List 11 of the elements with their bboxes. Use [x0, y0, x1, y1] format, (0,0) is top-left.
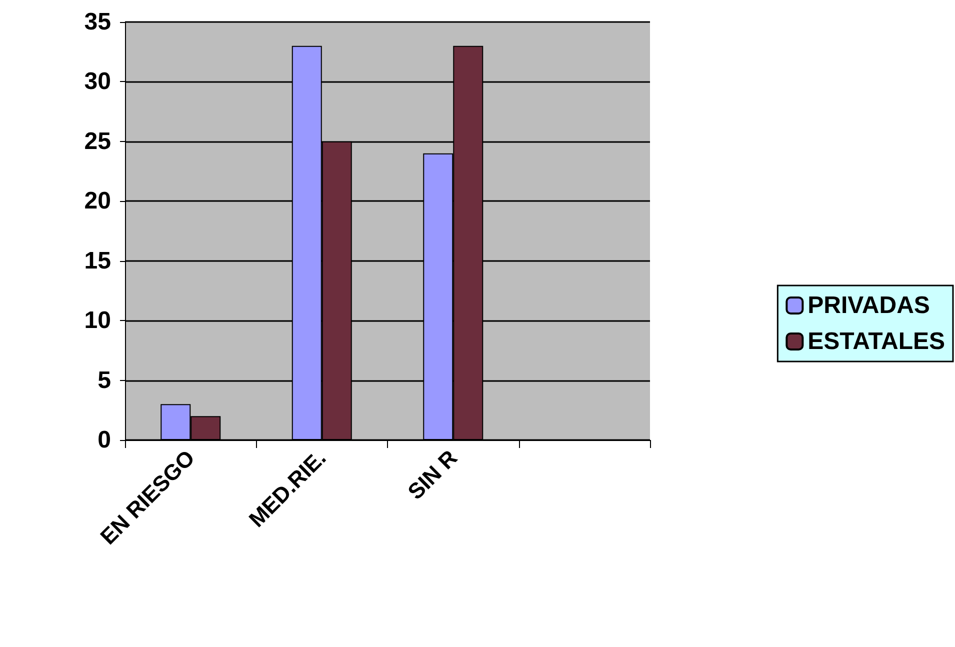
legend-label: PRIVADAS: [808, 292, 930, 319]
y-tick-label: 5: [98, 366, 111, 394]
x-tick-label: SIN R: [402, 445, 462, 504]
y-tick-label: 15: [84, 247, 111, 274]
y-tick-label: 30: [84, 68, 111, 96]
y-tick-label: 20: [84, 188, 111, 215]
y-tick-label: 35: [84, 8, 111, 36]
y-tick-label: 25: [84, 128, 111, 155]
y-tick-label: 0: [98, 426, 111, 454]
y-tick-label: 10: [84, 307, 111, 334]
legend-label: ESTATALES: [808, 328, 946, 355]
